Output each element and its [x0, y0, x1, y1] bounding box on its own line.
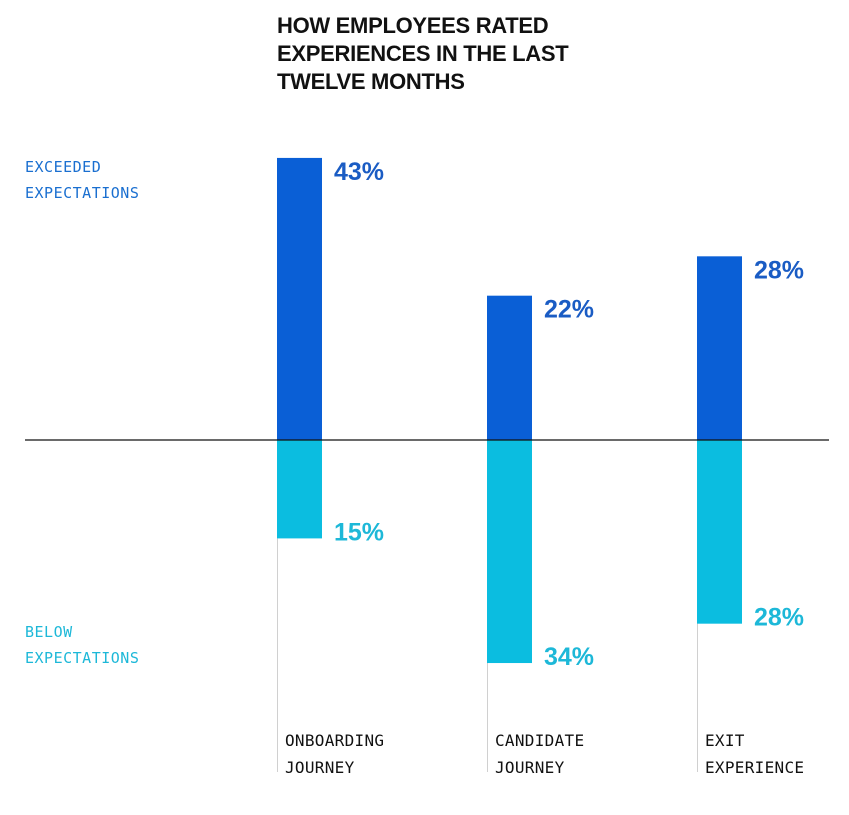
legend-below: BELOW EXPECTATIONS	[25, 619, 139, 671]
legend-line: EXPECTATIONS	[25, 649, 140, 667]
title-line: EXPERIENCES IN THE LAST	[277, 41, 569, 66]
data-label: 15%	[334, 518, 384, 546]
category-line: ONBOARDING	[285, 731, 385, 750]
data-label: 34%	[544, 643, 594, 671]
category-label-onboarding: ONBOARDING JOURNEY	[285, 727, 384, 781]
bar-exceeded	[697, 256, 742, 440]
legend-line: BELOW	[25, 623, 73, 641]
bar-exceeded	[277, 157, 322, 441]
data-label: 28%	[754, 604, 804, 632]
legend-line: EXPECTATIONS	[25, 184, 140, 202]
category-label-exit: EXIT EXPERIENCE	[705, 727, 804, 781]
category-line: EXIT	[705, 731, 745, 750]
bar-exceeded	[487, 295, 532, 440]
category-line: EXPERIENCE	[705, 758, 805, 777]
category-label-candidate: CANDIDATE JOURNEY	[495, 727, 584, 781]
category-line: JOURNEY	[495, 758, 565, 777]
title-line: TWELVE MONTHS	[277, 69, 465, 94]
legend-line: EXCEEDED	[25, 158, 102, 176]
bar-below	[487, 440, 532, 664]
legend-exceeded: EXCEEDED EXPECTATIONS	[25, 154, 139, 206]
bar-below	[697, 440, 742, 624]
data-label: 22%	[544, 296, 594, 324]
chart-title: HOW EMPLOYEES RATED EXPERIENCES IN THE L…	[277, 12, 637, 96]
category-line: CANDIDATE	[495, 731, 585, 750]
title-line: HOW EMPLOYEES RATED	[277, 13, 549, 38]
data-label: 28%	[754, 256, 804, 284]
data-label: 43%	[334, 158, 384, 186]
bar-below	[277, 440, 322, 539]
category-line: JOURNEY	[285, 758, 355, 777]
